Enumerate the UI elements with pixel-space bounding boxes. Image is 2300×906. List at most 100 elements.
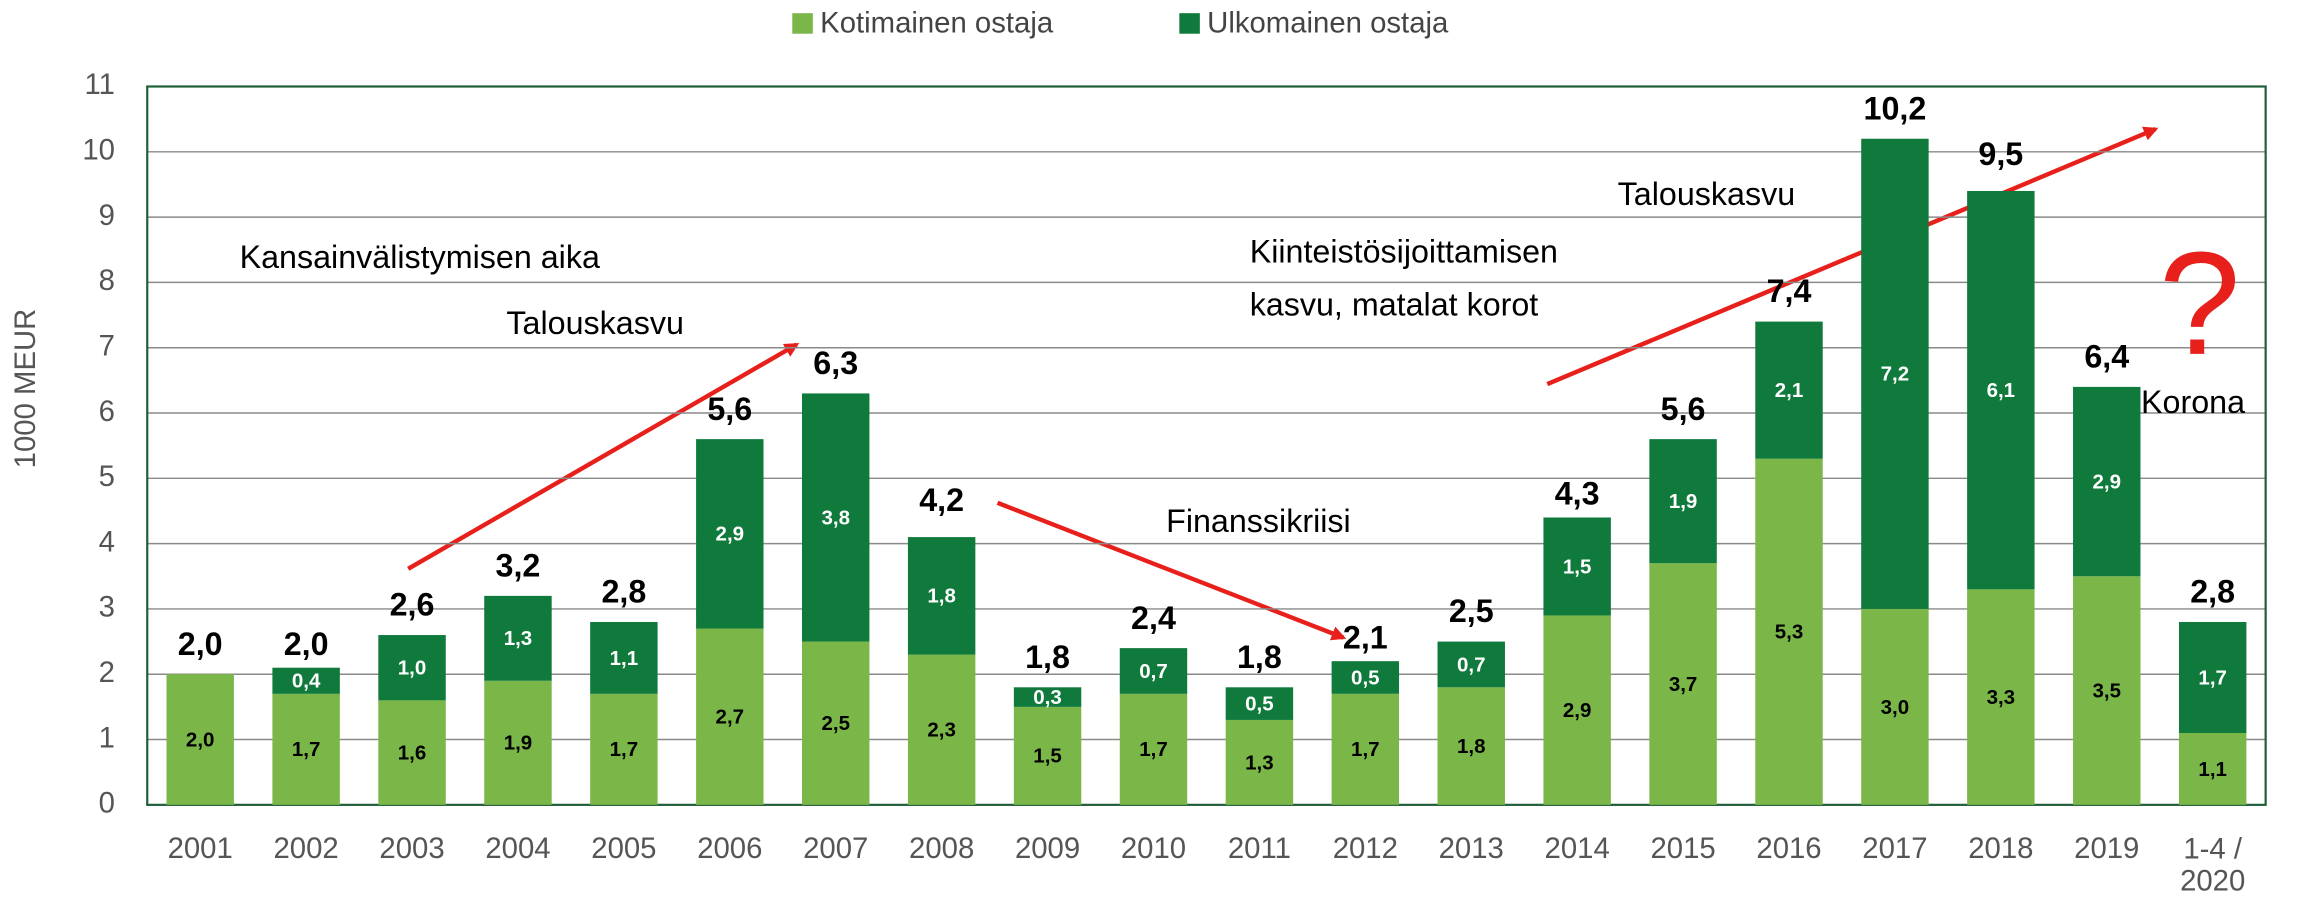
bar-segment	[484, 595, 552, 681]
y-tick-label: 11	[85, 68, 115, 101]
trend-arrow	[1546, 126, 2159, 387]
bar-value-label: 0,5	[1245, 693, 1274, 716]
annotation: ?	[2159, 222, 2241, 386]
bar-segment	[907, 537, 976, 655]
bar-value-label: 1,7	[2198, 666, 2227, 689]
x-tick-label: 2012	[1333, 832, 1398, 865]
x-tick-label: 2006	[697, 832, 762, 865]
x-tick-label: 2007	[803, 832, 868, 865]
total-label: 3,2	[496, 548, 541, 584]
bar-value-label: 2,1	[1775, 379, 1804, 402]
y-tick-label: 6	[99, 395, 115, 428]
total-label: 2,0	[178, 626, 223, 662]
bar-segment	[1755, 458, 1823, 805]
x-tick-label: 2013	[1439, 832, 1504, 865]
y-tick-label: 3	[99, 591, 115, 624]
total-label: 2,8	[2190, 574, 2235, 610]
bar-segment	[272, 667, 340, 694]
annotation: Finanssikriisi	[1166, 503, 1351, 539]
x-tick-label: 2009	[1015, 832, 1080, 865]
bar-segment	[907, 654, 976, 805]
total-label: 4,3	[1555, 476, 1600, 512]
total-label: 2,1	[1343, 619, 1388, 655]
bar-value-label: 3,8	[821, 506, 850, 529]
bar-segment	[1649, 563, 1717, 805]
bar-segment	[1119, 648, 1188, 694]
plot-border	[146, 85, 2267, 806]
bar-value-label: 6,1	[1987, 379, 2016, 402]
y-tick-label: 9	[99, 199, 115, 232]
bar-value-label: 0,5	[1351, 666, 1380, 689]
bar-value-label: 0,7	[1139, 660, 1168, 683]
bar-segment	[2073, 576, 2141, 805]
trend-arrow	[407, 342, 800, 571]
x-tick-label: 2005	[591, 832, 656, 865]
total-label: 7,4	[1767, 273, 1812, 309]
total-label: 2,4	[1131, 600, 1176, 636]
bar-segment	[2073, 386, 2141, 577]
bar-value-label: 1,6	[398, 741, 427, 764]
y-tick-label: 7	[99, 329, 115, 362]
bar-value-label: 1,8	[1457, 735, 1486, 758]
y-tick-label: 2	[99, 656, 115, 689]
total-label: 1,8	[1025, 639, 1070, 675]
bar-segment	[696, 628, 764, 805]
x-tick-label: 2014	[1545, 832, 1610, 865]
total-label: 2,5	[1449, 593, 1494, 629]
bar-value-label: 3,7	[1669, 673, 1698, 696]
x-tick-label: 2001	[168, 832, 233, 865]
legend-swatch	[1179, 13, 1200, 34]
bar-value-label: 2,0	[186, 728, 215, 751]
bar-value-label: 1,7	[292, 738, 321, 761]
bar-segment	[802, 641, 870, 805]
bar-segment	[1013, 706, 1082, 805]
annotation: Talouskasvu	[1618, 176, 1795, 212]
y-tick-label: 8	[99, 264, 115, 297]
bar-value-label: 0,7	[1457, 653, 1486, 676]
total-label: 5,6	[1661, 391, 1706, 427]
total-label: 2,8	[601, 574, 646, 610]
bar-value-label: 3,0	[1881, 696, 1910, 719]
bar-value-label: 0,3	[1033, 686, 1062, 709]
annotation: Kiinteistösijoittamisen kasvu, matalat ko…	[1250, 233, 1558, 322]
total-label: 1,8	[1237, 639, 1282, 675]
bar-segment	[1543, 517, 1611, 616]
bar-segment	[590, 621, 658, 694]
legend-label: Ulkomainen ostaja	[1207, 7, 1449, 40]
bar-value-label: 1,3	[1245, 751, 1274, 774]
bar-segment	[272, 693, 340, 805]
x-tick-label: 2015	[1650, 832, 1715, 865]
bar-segment	[1013, 687, 1082, 707]
bar-segment	[378, 635, 446, 701]
bar-value-label: 1,1	[2198, 758, 2227, 781]
legend-swatch	[792, 13, 813, 34]
legend-label: Kotimainen ostaja	[820, 7, 1054, 40]
bar-segment	[484, 680, 552, 805]
bar-segment	[802, 393, 870, 642]
x-tick-label: 2003	[379, 832, 444, 865]
bar-value-label: 1,0	[398, 657, 427, 680]
total-label: 5,6	[707, 391, 752, 427]
bar-value-label: 3,5	[2092, 679, 2121, 702]
total-label: 9,5	[1978, 136, 2023, 172]
bar-segment	[1649, 439, 1717, 564]
bar-value-label: 1,7	[1139, 738, 1168, 761]
x-tick-label: 2019	[2074, 832, 2139, 865]
total-label: 4,2	[919, 482, 964, 518]
bar-segment	[378, 700, 446, 805]
bar-segment	[1967, 190, 2035, 590]
total-label: 6,4	[2084, 339, 2129, 375]
bar-value-label: 1,8	[927, 585, 956, 608]
total-label: 2,6	[390, 587, 435, 623]
bar-segment	[2178, 733, 2247, 805]
total-label: 2,0	[284, 626, 329, 662]
bar-value-label: 2,9	[716, 523, 745, 546]
y-tick-label: 1	[99, 721, 115, 754]
bar-segment	[1861, 608, 1929, 805]
bar-value-label: 2,3	[927, 719, 956, 742]
bar-value-label: 1,5	[1563, 555, 1592, 578]
bar-segment	[1861, 138, 1929, 609]
bar-value-label: 2,5	[821, 712, 850, 735]
bar-segment	[1437, 641, 1505, 688]
